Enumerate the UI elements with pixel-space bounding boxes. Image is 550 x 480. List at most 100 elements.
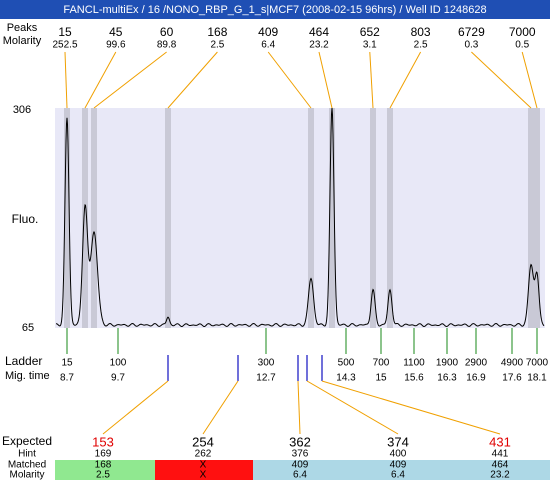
peak-molarity: 0.3 [464, 40, 478, 51]
table-molarity-label: Molarity [9, 470, 44, 480]
ladder-time: 12.7 [256, 373, 276, 384]
ladder-size: 4900 [501, 358, 524, 369]
y-axis-label: Fluo. [12, 212, 39, 226]
ladder-size: 300 [258, 358, 275, 369]
peak-size: 60 [160, 25, 174, 39]
peak-band [91, 108, 97, 328]
molarity-value: 6.4 [293, 470, 307, 480]
title: FANCL-multiEx / 16 /NONO_RBP_G_1_s|MCF7 … [63, 4, 486, 16]
peak-molarity: 23.2 [309, 40, 329, 51]
peaks-molarity-label: Molarity [3, 35, 42, 47]
matched-value: X [200, 460, 207, 471]
expected-connector [321, 380, 501, 435]
peak-connector [471, 51, 532, 109]
peak-molarity: 2.5 [414, 40, 428, 51]
peak-connector [521, 51, 538, 109]
ladder-time: 18.1 [527, 373, 547, 384]
expected-connector [202, 380, 239, 435]
expected-value: 431 [489, 434, 511, 449]
peak-connector [93, 51, 167, 109]
peak-size: 15 [58, 25, 72, 39]
expected-value: 374 [387, 434, 409, 449]
expected-value: 254 [192, 434, 214, 449]
peak-band [165, 108, 171, 328]
molarity-value: 2.5 [96, 470, 110, 480]
ladder-time: 16.9 [466, 373, 486, 384]
title-bar [0, 0, 550, 19]
expected-value: 362 [289, 434, 311, 449]
expected-connector [102, 380, 169, 435]
peak-molarity: 99.6 [106, 40, 126, 51]
ladder-size: 500 [338, 358, 355, 369]
peak-size: 6729 [458, 25, 485, 39]
mig-time-label: Mig. time [5, 370, 50, 382]
peak-molarity: 6.4 [261, 40, 275, 51]
peak-size: 803 [411, 25, 431, 39]
peak-band [528, 108, 534, 328]
ladder-size: 15 [61, 358, 73, 369]
y-max-label: 306 [13, 104, 31, 116]
ladder-size: 1900 [436, 358, 459, 369]
ladder-time: 14.3 [336, 373, 356, 384]
matched-value: 464 [492, 460, 509, 471]
peaks-label: Peaks [7, 22, 38, 34]
peak-connector [267, 51, 312, 109]
ladder-time: 9.7 [111, 373, 125, 384]
peak-band [387, 108, 393, 328]
hint-value: 262 [195, 449, 212, 460]
peak-size: 168 [207, 25, 227, 39]
peak-molarity: 252.5 [52, 40, 77, 51]
table-cell [155, 460, 253, 480]
matched-value: 168 [95, 460, 112, 471]
ladder-size: 2900 [465, 358, 488, 369]
peak-connector [369, 51, 374, 109]
peak-band [329, 108, 335, 328]
hint-label: Hint [18, 449, 36, 460]
table-cell [449, 460, 550, 480]
trace [56, 107, 545, 328]
y-min-label: 65 [22, 322, 34, 334]
peak-band [370, 108, 376, 328]
ladder-size: 1100 [403, 358, 425, 369]
table-cell [253, 460, 351, 480]
peak-connector [389, 51, 422, 109]
table-cell [351, 460, 449, 480]
peak-size: 7000 [509, 25, 536, 39]
matched-value: 409 [390, 460, 407, 471]
hint-value: 441 [492, 449, 509, 460]
ladder-time: 17.6 [502, 373, 522, 384]
peak-molarity: 3.1 [363, 40, 377, 51]
ladder-time: 8.7 [60, 373, 74, 384]
molarity-value: 23.2 [490, 470, 510, 480]
expected-connector [306, 380, 399, 435]
matched-value: 409 [292, 460, 309, 471]
peak-molarity: 89.8 [157, 40, 177, 51]
ladder-size: 7000 [526, 358, 549, 369]
ladder-size: 700 [373, 358, 390, 369]
hint-value: 400 [390, 449, 407, 460]
peak-connector [84, 51, 117, 109]
expected-value: 153 [92, 434, 114, 449]
ladder-time: 16.3 [437, 373, 457, 384]
peak-connector [64, 51, 68, 109]
plot-area [55, 108, 545, 328]
peak-molarity: 2.5 [210, 40, 224, 51]
peak-size: 652 [360, 25, 380, 39]
peak-band [534, 108, 540, 328]
matched-label: Matched [8, 460, 46, 471]
hint-value: 376 [292, 449, 309, 460]
ladder-time: 15.6 [404, 373, 424, 384]
expected-connector [297, 380, 301, 435]
expected-label: Expected [2, 434, 52, 448]
table-cell [55, 460, 155, 480]
ladder-label: Ladder [5, 354, 42, 368]
peak-molarity: 0.5 [515, 40, 529, 51]
peak-band [64, 108, 70, 328]
ladder-size: 100 [110, 358, 127, 369]
peak-band [82, 108, 88, 328]
hint-value: 169 [95, 449, 112, 460]
ladder-time: 15 [375, 373, 387, 384]
molarity-value: 6.4 [391, 470, 405, 480]
peak-band [308, 108, 314, 328]
